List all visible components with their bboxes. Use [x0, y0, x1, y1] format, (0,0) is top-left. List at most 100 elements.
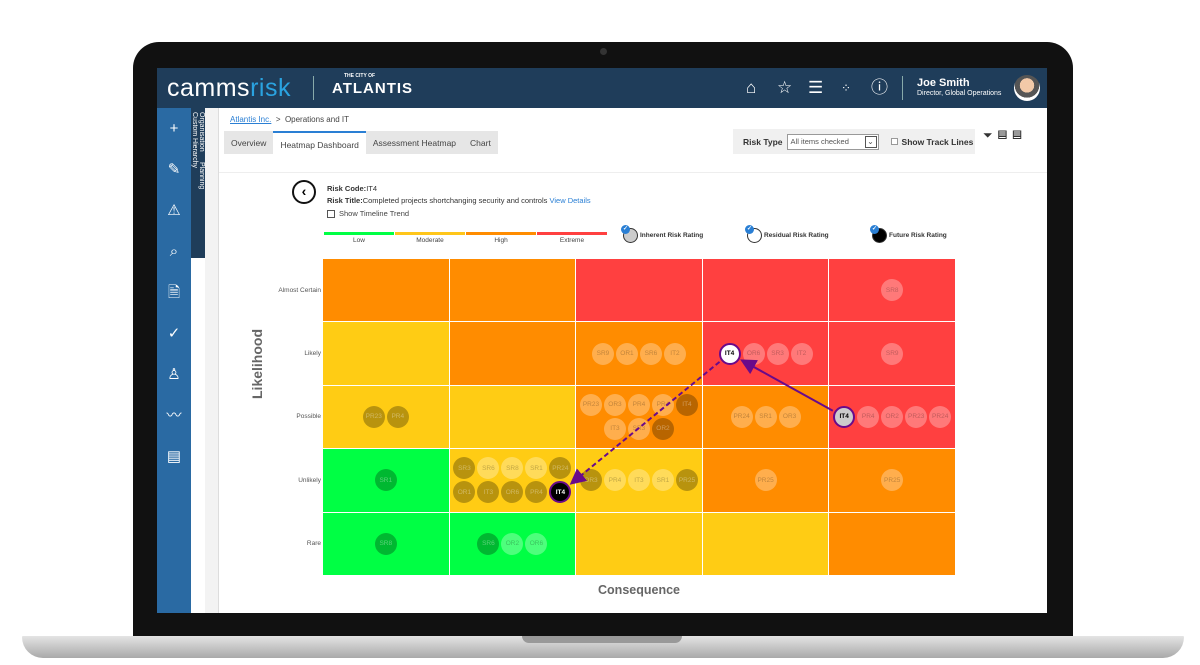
star-icon[interactable]: ☆: [777, 78, 793, 97]
user-search-icon[interactable]: ♙: [167, 366, 181, 383]
incident-icon[interactable]: 🗎: [167, 284, 181, 301]
risk-bubble[interactable]: PR4: [627, 393, 650, 416]
heatmap-cell[interactable]: SR9 OR1 SR6 IT2: [576, 322, 702, 385]
heatmap-cell[interactable]: SR8: [323, 512, 449, 575]
risk-bubble[interactable]: PR4: [857, 405, 880, 428]
track-lines-checkbox[interactable]: [890, 138, 898, 145]
risk-bubble[interactable]: IT3: [477, 481, 500, 504]
risk-bubble[interactable]: OR2: [881, 405, 904, 428]
legend-future[interactable]: ✓ Future Risk Rating: [870, 225, 947, 243]
documents-icon[interactable]: ▤: [166, 448, 182, 465]
heatmap-cell[interactable]: [323, 322, 449, 385]
risk-bubble[interactable]: PR4: [603, 469, 626, 492]
heatmap-cell[interactable]: PR23 PR4: [323, 385, 449, 449]
filter-icon[interactable]: ⏷: [983, 128, 998, 142]
risk-bubble[interactable]: IT2: [790, 342, 813, 365]
risk-bubble[interactable]: SR1: [525, 457, 548, 480]
heatmap-cell[interactable]: SR8: [829, 259, 955, 322]
heatmap-cell[interactable]: PR25: [702, 449, 829, 512]
heatmap-cell[interactable]: OR3 PR4 IT3 SR1 PR25: [576, 449, 702, 512]
heatmap-cell[interactable]: SR9: [829, 322, 955, 385]
trend-icon[interactable]: 〰: [166, 407, 182, 424]
tab-chart[interactable]: Chart: [470, 138, 491, 148]
camms-logo[interactable]: cammsrisk: [167, 74, 291, 102]
heatmap-cell[interactable]: [449, 259, 576, 322]
heatmap-cell[interactable]: [829, 512, 955, 575]
risk-bubble[interactable]: PR23: [905, 405, 928, 428]
risk-bubble[interactable]: SR3: [453, 457, 476, 480]
legend-inherent[interactable]: ✓ Inherent Risk Rating: [621, 225, 703, 243]
user-info[interactable]: Joe Smith Director, Global Operations: [917, 77, 1002, 97]
risk-bubble[interactable]: SR3: [627, 417, 650, 440]
heatmap-cell[interactable]: [323, 259, 449, 322]
risk-bubble[interactable]: PR4: [525, 481, 548, 504]
risk-bubble[interactable]: OR6: [501, 481, 524, 504]
heatmap-cell[interactable]: PR23 OR3 PR4 PR4 IT4 IT3 SR3 OR2: [576, 385, 702, 449]
risk-marker-inherent[interactable]: IT4: [833, 405, 856, 428]
heatmap-cell[interactable]: [576, 512, 702, 575]
avatar[interactable]: [1014, 75, 1040, 101]
heatmap-cell[interactable]: [702, 259, 829, 322]
back-button[interactable]: ‹: [292, 180, 316, 204]
heatmap-cell[interactable]: [702, 512, 829, 575]
risk-bubble[interactable]: OR6: [525, 532, 548, 555]
risk-bubble[interactable]: SR6: [477, 532, 500, 555]
risk-bubble[interactable]: IT2: [663, 342, 686, 365]
home-icon[interactable]: ⌂: [746, 78, 757, 97]
risk-bubble[interactable]: PR23: [579, 393, 602, 416]
vtab-planning[interactable]: Planning: [198, 161, 205, 189]
tab-assessment-heatmap[interactable]: Assessment Heatmap: [372, 138, 457, 148]
risk-bubble[interactable]: IT4: [675, 393, 698, 416]
risk-bubble[interactable]: OR2: [501, 532, 524, 555]
heatmap-cell[interactable]: PR25: [829, 449, 955, 512]
risk-marker-future[interactable]: IT4: [549, 481, 572, 504]
risk-bubble[interactable]: PR25: [675, 469, 698, 492]
risk-bubble[interactable]: PR4: [386, 405, 409, 428]
risk-bubble[interactable]: OR3: [603, 393, 626, 416]
pencil-icon[interactable]: ✎: [167, 161, 181, 178]
risk-bubble[interactable]: SR1: [651, 469, 674, 492]
risk-bubble[interactable]: OR1: [453, 481, 476, 504]
risk-bubble[interactable]: PR4: [651, 393, 674, 416]
risk-bubble[interactable]: OR3: [778, 405, 801, 428]
risk-bubble[interactable]: PR25: [881, 469, 904, 492]
risk-bubble[interactable]: SR3: [766, 342, 789, 365]
legend-residual[interactable]: ✓ Residual Risk Rating: [745, 225, 829, 243]
risk-bubble[interactable]: PR24: [730, 405, 753, 428]
heatmap-cell[interactable]: IT4 OR6 SR3 IT2: [702, 322, 829, 385]
risk-bubble[interactable]: PR24: [929, 405, 952, 428]
plus-icon[interactable]: +: [169, 120, 179, 137]
risk-bubble[interactable]: OR2: [651, 417, 674, 440]
heatmap-cell[interactable]: SR1: [323, 449, 449, 512]
risk-type-select[interactable]: All items checked ⌄: [786, 133, 879, 150]
risk-marker-residual[interactable]: IT4: [718, 342, 741, 365]
help-icon[interactable]: ⓘ: [871, 78, 888, 97]
export-icon[interactable]: ▤: [1012, 128, 1027, 142]
heatmap-cell[interactable]: SR3 SR6 SR8 SR1 PR24 OR1 IT3 OR6 PR4 IT4: [449, 449, 576, 512]
risk-bubble[interactable]: PR25: [754, 469, 777, 492]
tab-overview[interactable]: Overview: [231, 138, 267, 148]
risk-search-icon[interactable]: ⌕: [169, 243, 179, 260]
risk-bubble[interactable]: OR1: [615, 342, 638, 365]
risk-bubble[interactable]: PR23: [362, 405, 385, 428]
tab-heatmap-dashboard[interactable]: Heatmap Dashboard: [273, 131, 366, 154]
risk-bubble[interactable]: SR1: [754, 405, 777, 428]
heatmap-cell[interactable]: IT4 PR4 OR2 PR23 PR24: [829, 385, 955, 449]
risk-bubble[interactable]: SR9: [881, 342, 904, 365]
risk-bubble[interactable]: OR3: [579, 469, 602, 492]
risk-bubble[interactable]: OR6: [742, 342, 765, 365]
risk-bubble[interactable]: PR24: [549, 457, 572, 480]
risk-bubble[interactable]: IT3: [627, 469, 650, 492]
breadcrumb-root[interactable]: Atlantis Inc.: [230, 115, 272, 124]
risk-bubble[interactable]: IT3: [603, 417, 626, 440]
heatmap-cell[interactable]: SR6 OR2 OR6: [449, 512, 576, 575]
risk-bubble[interactable]: SR8: [374, 532, 397, 555]
heatmap-cell[interactable]: PR24 SR1 OR3: [702, 385, 829, 449]
risk-bubble[interactable]: SR9: [591, 342, 614, 365]
timeline-trend-toggle[interactable]: Show Timeline Trend: [327, 209, 409, 218]
risk-register-icon[interactable]: ⚠: [167, 202, 181, 219]
heatmap-cell[interactable]: [576, 259, 702, 322]
risk-bubble[interactable]: SR6: [477, 457, 500, 480]
view-details-link[interactable]: View Details: [549, 196, 591, 205]
risk-bubble[interactable]: SR6: [639, 342, 662, 365]
